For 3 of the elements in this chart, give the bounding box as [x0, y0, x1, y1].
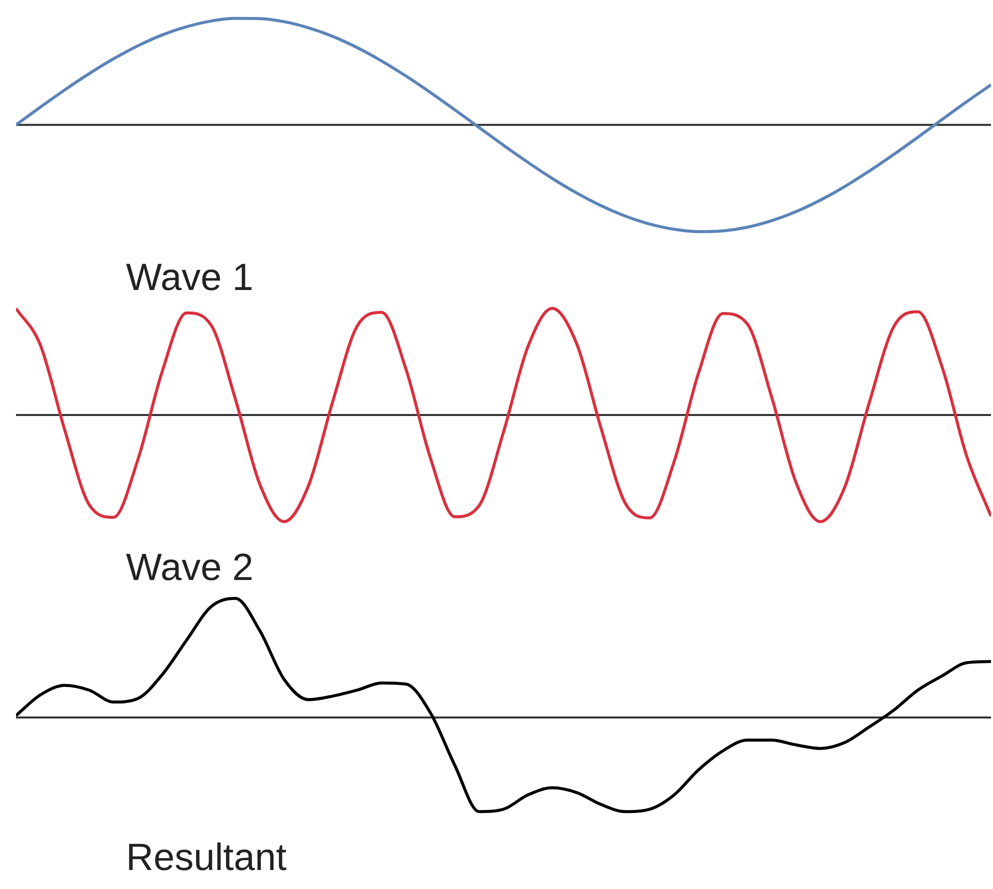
text: Wave 1	[126, 257, 254, 299]
text: Resultant	[126, 837, 287, 879]
series-label: Wave 2	[126, 547, 254, 589]
